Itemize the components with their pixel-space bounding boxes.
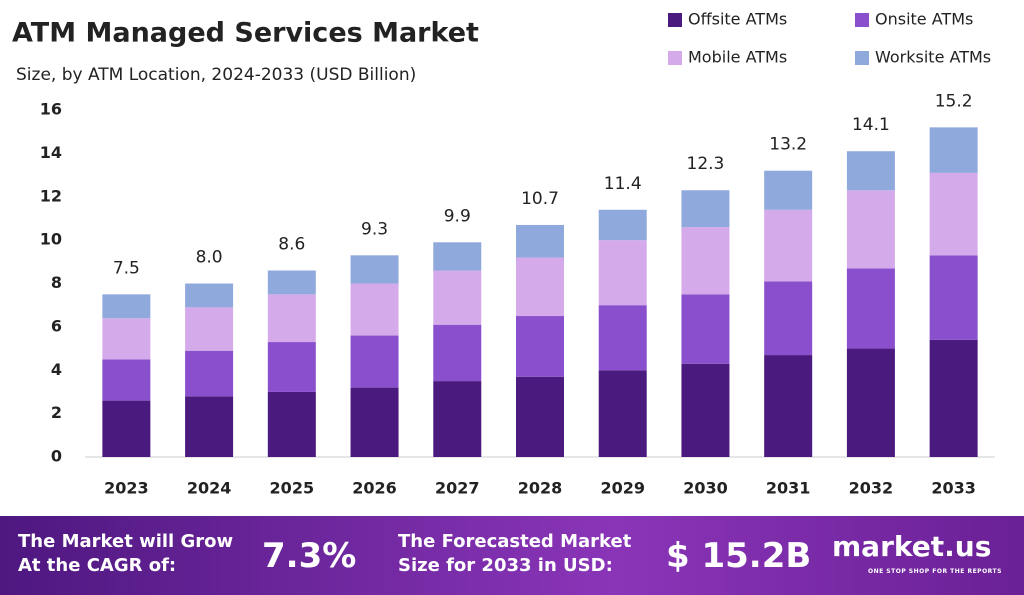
bar-segment: [433, 381, 482, 457]
bar-segment: [846, 348, 895, 457]
bar-segment: [764, 209, 813, 282]
cagr-text: The Market will Grow At the CAGR of:: [18, 530, 233, 578]
y-tick-label: 0: [51, 447, 62, 466]
y-tick-label: 16: [40, 100, 62, 119]
bar-segment: [433, 270, 482, 325]
bar-segment: [516, 224, 564, 258]
legend-swatch: [855, 13, 869, 27]
bar-segment: [185, 396, 234, 457]
forecast-value: $ 15.2B: [666, 536, 812, 576]
bar-segment: [764, 281, 813, 356]
bar-segment: [102, 318, 151, 360]
bar-segment: [433, 242, 482, 271]
bar-segment: [516, 316, 564, 377]
x-tick-label: 2031: [766, 479, 811, 498]
bar-segment: [267, 391, 316, 457]
bar-segment: [681, 363, 730, 457]
bar-segment: [516, 376, 564, 457]
bar-segment: [846, 190, 895, 269]
total-label: 8.6: [278, 234, 305, 254]
bar-segment: [350, 335, 399, 388]
bar-segment: [185, 307, 234, 351]
bar-segment: [516, 257, 564, 317]
chart: ATM Managed Services Market Size, by ATM…: [12, 10, 995, 498]
total-label: 15.2: [935, 91, 973, 111]
bar-segment: [681, 190, 730, 228]
cagr-line: The Market will Grow: [18, 531, 234, 552]
bar-segment: [764, 170, 813, 210]
total-label: 9.9: [444, 206, 471, 226]
forecast-line: Size for 2033 in USD:: [398, 555, 613, 576]
bar-segment: [102, 400, 151, 457]
bar-segment: [681, 294, 730, 364]
chart-subtitle: Size, by ATM Location, 2024-2033 (USD Bi…: [16, 65, 416, 85]
y-tick-label: 12: [40, 186, 62, 205]
bar-segment: [102, 359, 151, 401]
bar-segment: [350, 387, 399, 457]
bar-segment: [350, 283, 399, 336]
y-tick-label: 2: [51, 403, 62, 422]
total-label: 11.4: [604, 174, 642, 194]
legend-label: Worksite ATMs: [875, 48, 991, 67]
y-tick-label: 14: [40, 143, 62, 162]
bar-segment: [764, 355, 813, 457]
total-label: 13.2: [769, 135, 807, 155]
bar-segment: [681, 227, 730, 295]
legend-swatch: [668, 51, 682, 65]
y-tick-label: 6: [51, 316, 62, 335]
total-label: 7.5: [113, 258, 140, 278]
bar-segment: [598, 370, 647, 457]
x-tick-label: 2027: [435, 479, 480, 498]
bar-segment: [267, 342, 316, 392]
legend-label: Offsite ATMs: [688, 10, 787, 29]
legend-swatch: [855, 51, 869, 65]
y-tick-label: 10: [40, 230, 62, 249]
brand: market.us: [832, 530, 992, 563]
bar-segment: [185, 283, 234, 308]
total-label: 12.3: [687, 154, 725, 174]
total-label: 10.7: [521, 189, 559, 209]
bar-segment: [929, 127, 978, 173]
x-tick-label: 2024: [187, 479, 232, 498]
legend-label: Onsite ATMs: [875, 10, 973, 29]
x-tick-label: 2029: [600, 479, 645, 498]
bar-segment: [929, 255, 978, 340]
y-tick-label: 8: [51, 273, 62, 292]
legend-label: Mobile ATMs: [688, 48, 787, 67]
bar-segment: [929, 172, 978, 256]
total-label: 8.0: [196, 248, 223, 268]
bar-segment: [102, 294, 151, 319]
x-tick-label: 2033: [931, 479, 976, 498]
chart-title: ATM Managed Services Market: [12, 18, 479, 49]
bar-segment: [929, 339, 978, 457]
bar-segment: [267, 270, 316, 295]
bar-segment: [598, 305, 647, 371]
bar-segment: [846, 268, 895, 349]
y-tick-label: 4: [51, 360, 62, 379]
bar-segment: [846, 151, 895, 191]
bar-segment: [598, 209, 647, 241]
x-tick-label: 2026: [352, 479, 397, 498]
x-tick-label: 2030: [683, 479, 728, 498]
forecast-line: The Forecasted Market: [398, 531, 632, 552]
legend-swatch: [668, 13, 682, 27]
total-label: 9.3: [361, 219, 388, 239]
forecast-text: The Forecasted Market Size for 2033 in US…: [398, 530, 631, 578]
x-tick-label: 2025: [270, 479, 315, 498]
cagr-value: 7.3%: [262, 536, 357, 576]
bar-segment: [433, 324, 482, 382]
bar-segment: [185, 350, 234, 397]
footer-banner: The Market will Grow At the CAGR of: 7.3%…: [0, 516, 1024, 595]
tagline: ONE STOP SHOP FOR THE REPORTS: [868, 568, 1002, 575]
x-tick-label: 2023: [104, 479, 149, 498]
bar-segment: [598, 240, 647, 306]
x-tick-label: 2032: [849, 479, 894, 498]
cagr-line: At the CAGR of:: [18, 555, 177, 576]
bar-segment: [267, 294, 316, 343]
x-tick-label: 2028: [518, 479, 563, 498]
total-label: 14.1: [852, 115, 890, 135]
bar-segment: [350, 255, 399, 284]
